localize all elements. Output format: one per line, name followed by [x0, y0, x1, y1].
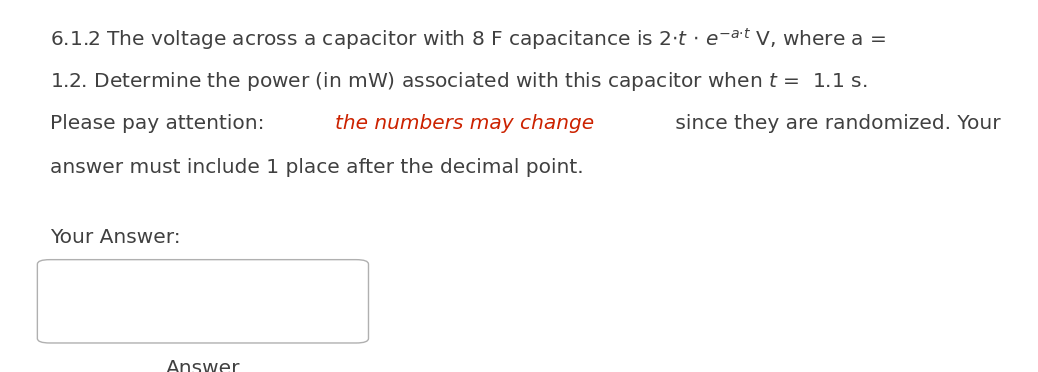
Text: since they are randomized. Your: since they are randomized. Your — [670, 114, 1001, 133]
Text: answer must include 1 place after the decimal point.: answer must include 1 place after the de… — [50, 158, 583, 177]
Text: the numbers may change: the numbers may change — [335, 114, 594, 133]
Text: 6.1.2 The voltage across a capacitor with 8 F capacitance is 2$\cdot$$t$ $\cdot$: 6.1.2 The voltage across a capacitor wit… — [50, 26, 886, 52]
Text: Answer: Answer — [166, 359, 240, 372]
FancyBboxPatch shape — [37, 260, 368, 343]
Text: 1.2. Determine the power (in mW) associated with this capacitor when $t$ =  1.1 : 1.2. Determine the power (in mW) associa… — [50, 70, 867, 93]
Text: Please pay attention:: Please pay attention: — [50, 114, 271, 133]
Text: Your Answer:: Your Answer: — [50, 228, 181, 247]
